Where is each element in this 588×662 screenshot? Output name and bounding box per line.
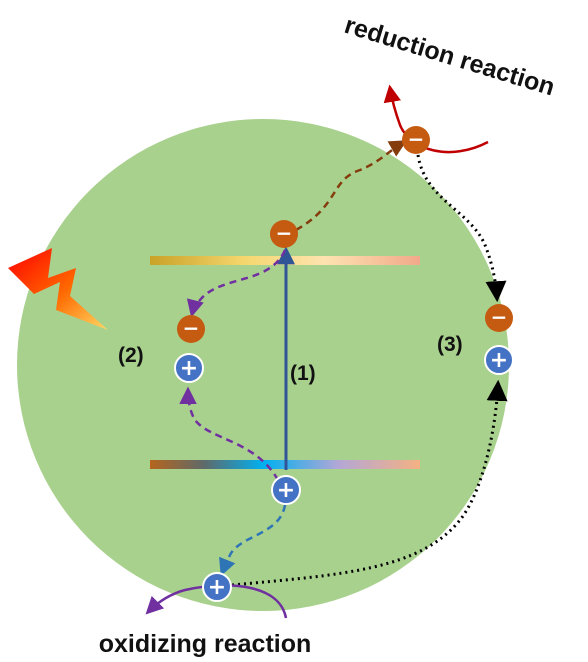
electron: − (270, 220, 298, 248)
hole: + (174, 353, 204, 383)
svg-text:+: + (208, 575, 226, 600)
electron: − (402, 126, 430, 154)
hole-recombination-arrow (179, 386, 280, 481)
semiconductor-particle (17, 119, 509, 611)
surface-electron-transfer-arrow (416, 154, 507, 303)
step-3-label: (3) (437, 333, 463, 356)
surface-hole-transfer-arrow (231, 379, 508, 587)
step-2-label: (2) (118, 344, 144, 367)
hole-migration-arrow (219, 504, 287, 577)
svg-text:+: + (490, 348, 508, 373)
hole: + (202, 572, 232, 602)
svg-text:−: − (183, 316, 200, 340)
oxidizing-reaction-label: oxidizing reaction (99, 630, 312, 658)
svg-text:+: + (277, 478, 295, 503)
svg-text:−: − (276, 221, 293, 245)
svg-text:+: + (180, 356, 198, 381)
lightning-bolt-icon (8, 248, 108, 330)
hole: + (484, 345, 514, 375)
electron-recombination-arrow (186, 249, 287, 318)
step-1-label: (1) (290, 362, 316, 385)
hole: + (271, 475, 301, 505)
oxidizing-arrow (145, 584, 288, 619)
svg-text:−: − (491, 305, 508, 329)
electron-migration-arrow (295, 140, 408, 232)
svg-text:−: − (408, 127, 425, 151)
reduction-arrow (383, 84, 489, 154)
electron: − (177, 315, 205, 343)
reduction-reaction-label: reduction reaction (341, 11, 558, 102)
electron: − (485, 304, 513, 332)
